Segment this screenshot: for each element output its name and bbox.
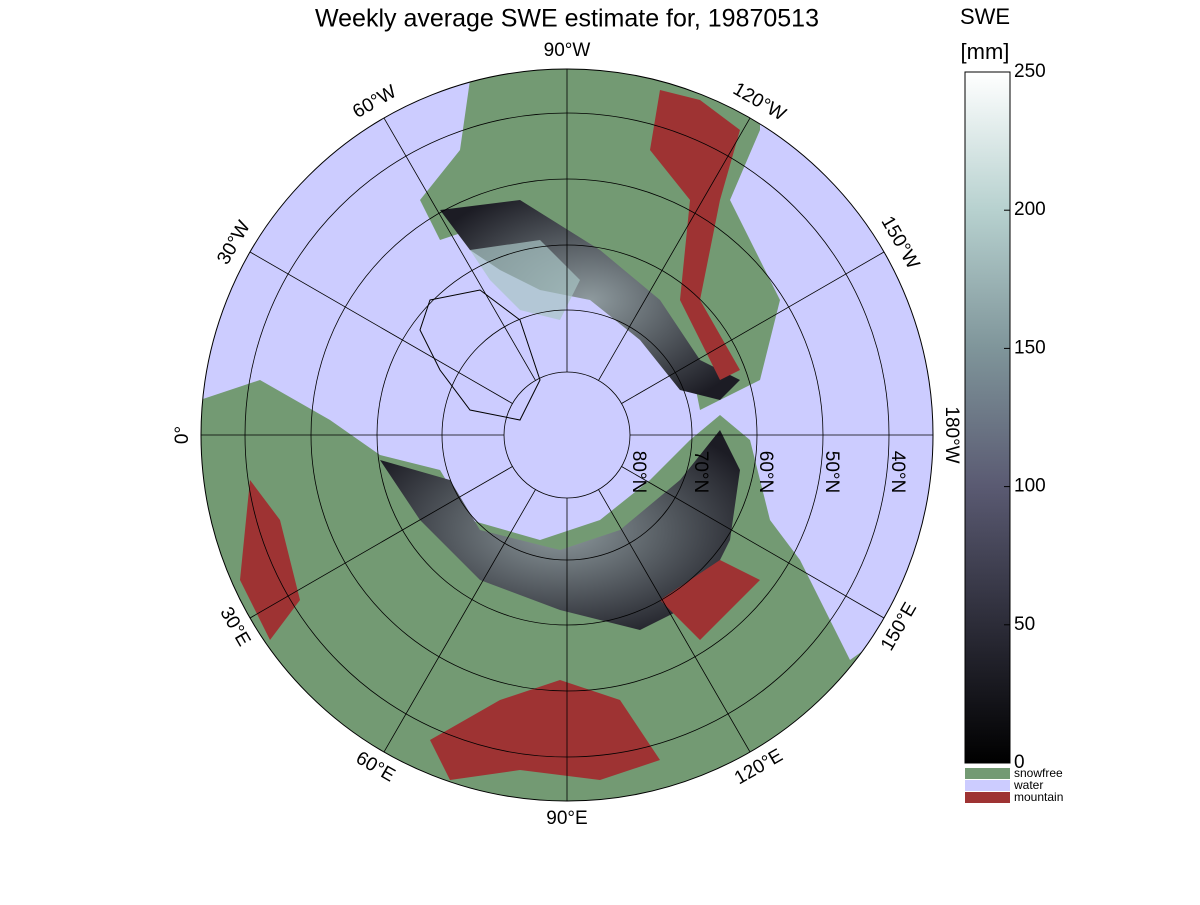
snow-eurasia: [380, 430, 740, 630]
parallel-label: 70°N: [690, 451, 711, 493]
graticule: [201, 69, 933, 801]
legend-label: water: [1013, 778, 1043, 792]
colorbar-tick-label: 150: [1014, 337, 1046, 358]
greenland: [419, 289, 541, 421]
meridian: [598, 489, 751, 753]
colorbar: [964, 71, 1011, 764]
meridian: [621, 251, 885, 404]
meridian-label: 180°W: [941, 406, 962, 463]
map-border: [200, 68, 934, 802]
parallel-label: 60°N: [755, 451, 776, 493]
mountains-na: [650, 90, 740, 380]
colorbar-tick-label: 100: [1014, 476, 1046, 497]
colorbar-tick-label: 250: [1014, 61, 1046, 82]
mountains-other: [240, 480, 760, 640]
colorbar-tick-label: 200: [1014, 199, 1046, 220]
legend-swatch: [965, 792, 1010, 803]
legend-swatch: [965, 768, 1010, 779]
meridian: [383, 117, 536, 381]
meridian: [598, 117, 751, 381]
meridian-label: 90°W: [544, 40, 591, 61]
parallel-label: 40°N: [887, 451, 908, 493]
meridian-label: 0°: [172, 426, 193, 444]
parallel-label: 50°N: [821, 451, 842, 493]
colorbar-label: SWE: [960, 4, 1010, 29]
legend-swatch: [965, 780, 1010, 791]
colorbar-tick-label: 0: [1014, 752, 1025, 773]
snow-peak: [470, 240, 580, 320]
legend-label: snowfree: [1014, 766, 1063, 780]
colorbar-tick-label: 50: [1014, 614, 1035, 635]
meridian: [249, 466, 513, 619]
meridian-label: 90°E: [546, 808, 587, 829]
parallel-label: 80°N: [628, 451, 649, 493]
meridian: [249, 251, 513, 404]
colorbar-unit: [mm]: [961, 39, 1010, 64]
title: Weekly average SWE estimate for, 1987051…: [315, 5, 819, 33]
meridian: [621, 466, 885, 619]
legend-label: mountain: [1014, 790, 1063, 804]
meridian: [383, 489, 536, 753]
